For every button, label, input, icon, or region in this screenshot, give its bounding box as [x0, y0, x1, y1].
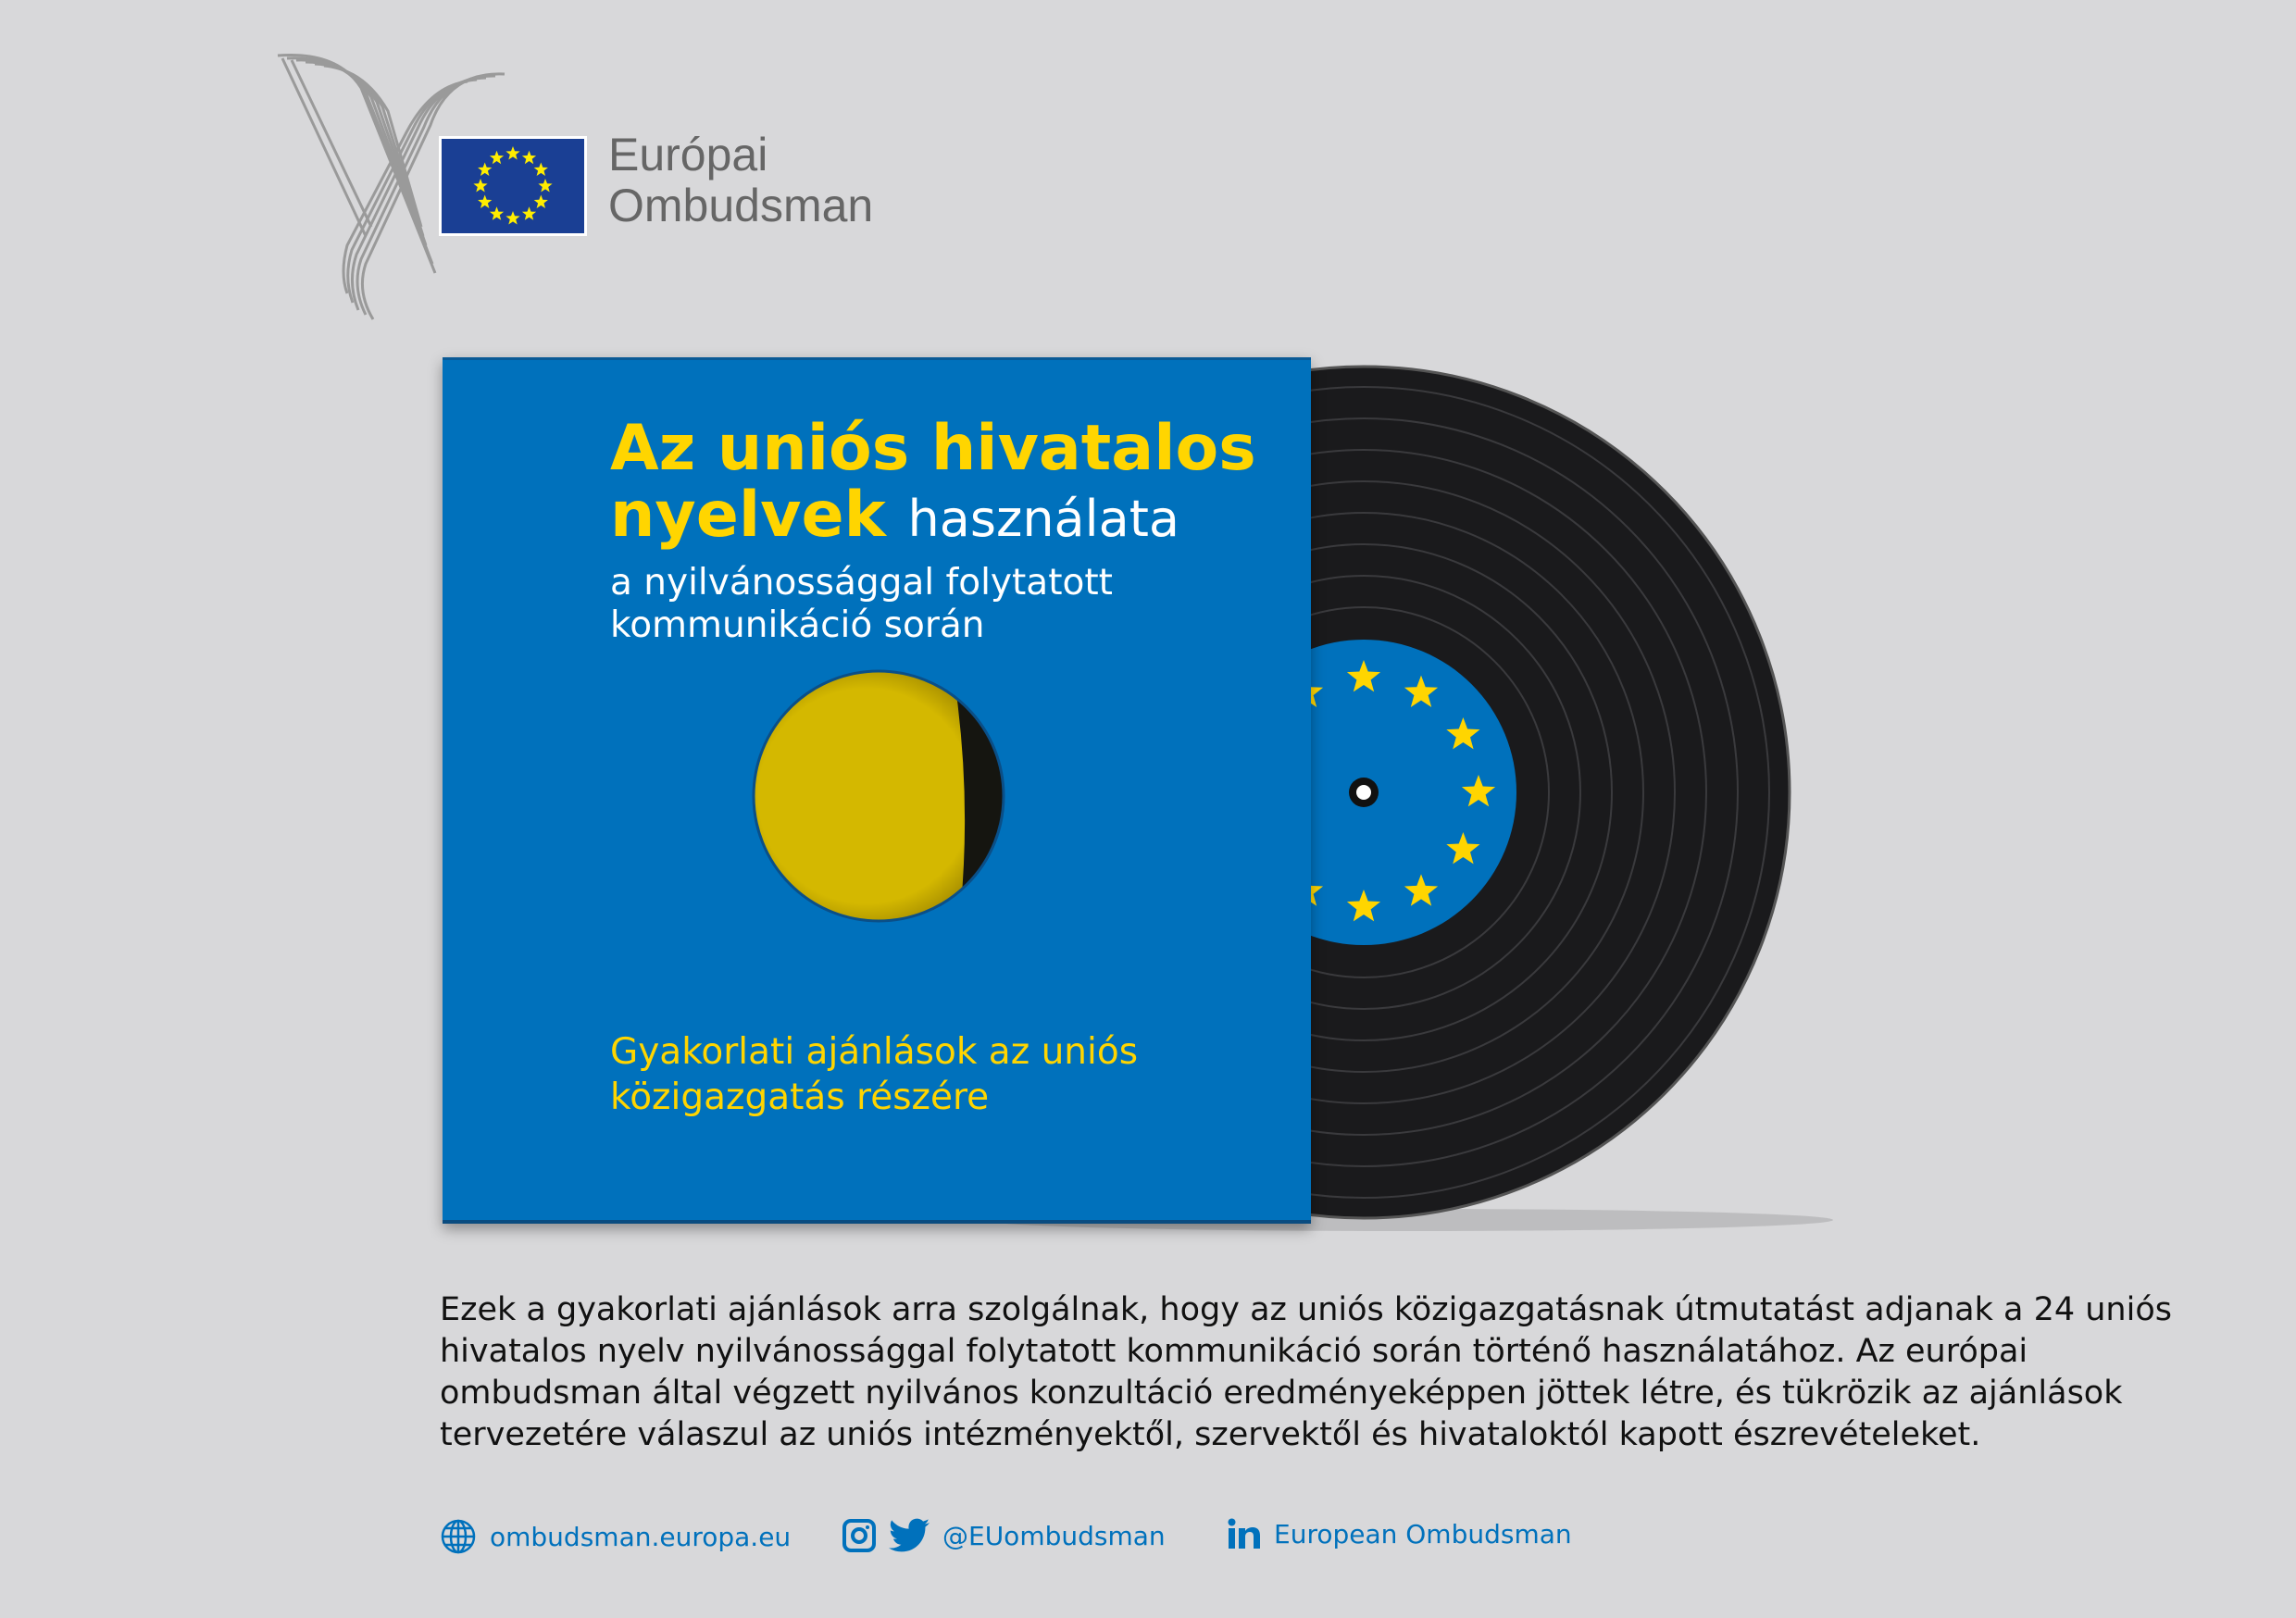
cover-title-line-1: Az uniós hivatalos: [610, 412, 1256, 485]
star-icon: [1446, 832, 1480, 865]
star-icon: [521, 206, 537, 220]
star-icon: [533, 194, 548, 208]
instagram-icon[interactable]: [842, 1518, 876, 1553]
star-icon: [478, 194, 493, 208]
album-cover: Az uniós hivatalos nyelvek használata a …: [443, 357, 1311, 1224]
logo-line-2: Ombudsman: [608, 180, 874, 231]
star-icon: [538, 179, 553, 193]
star-icon: [505, 146, 520, 160]
logo-text: Európai Ombudsman: [608, 130, 873, 231]
website-link[interactable]: ombudsman.europa.eu: [440, 1518, 791, 1555]
linkedin-icon: [1228, 1518, 1260, 1549]
star-icon: [1404, 874, 1439, 906]
linkedin-link[interactable]: European Ombudsman: [1228, 1518, 1572, 1550]
cover-title-yellow: nyelvek: [610, 479, 886, 552]
ombudsman-logo-mark: [277, 53, 505, 320]
description: Ezek a gyakorlati ajánlások arra szolgál…: [440, 1291, 2172, 1453]
social-link[interactable]: @EUombudsman: [842, 1518, 1166, 1553]
star-icon: [473, 179, 488, 193]
cover-footer-1: Gyakorlati ajánlások az uniós: [610, 1031, 1139, 1073]
eu-flag: [439, 136, 587, 236]
social-handle: @EUombudsman: [942, 1520, 1166, 1551]
star-icon: [1461, 775, 1496, 807]
star-icon: [1346, 660, 1381, 692]
star-icon: [521, 150, 537, 165]
star-icon: [1446, 717, 1480, 750]
star-icon: [489, 150, 505, 165]
star-icon: [1346, 890, 1381, 922]
star-icon: [505, 211, 520, 225]
logo-line-1: Európai: [608, 129, 768, 180]
globe-icon: [441, 1519, 476, 1554]
star-icon: [489, 206, 505, 220]
cover-subtitle-1: a nyilvánossággal folytatott: [610, 562, 1113, 604]
star-icon: [1404, 675, 1439, 707]
linkedin-text: European Ombudsman: [1274, 1518, 1572, 1550]
star-icon: [533, 162, 548, 176]
star-icon: [478, 162, 493, 176]
cover-footer-2: közigazgatás részére: [610, 1077, 990, 1118]
twitter-icon[interactable]: [889, 1518, 930, 1553]
cover-title-white: használata: [907, 490, 1179, 548]
cover-hole: [752, 669, 1005, 923]
cover-subtitle-2: kommunikáció során: [610, 604, 985, 646]
website-text: ombudsman.europa.eu: [490, 1521, 792, 1552]
